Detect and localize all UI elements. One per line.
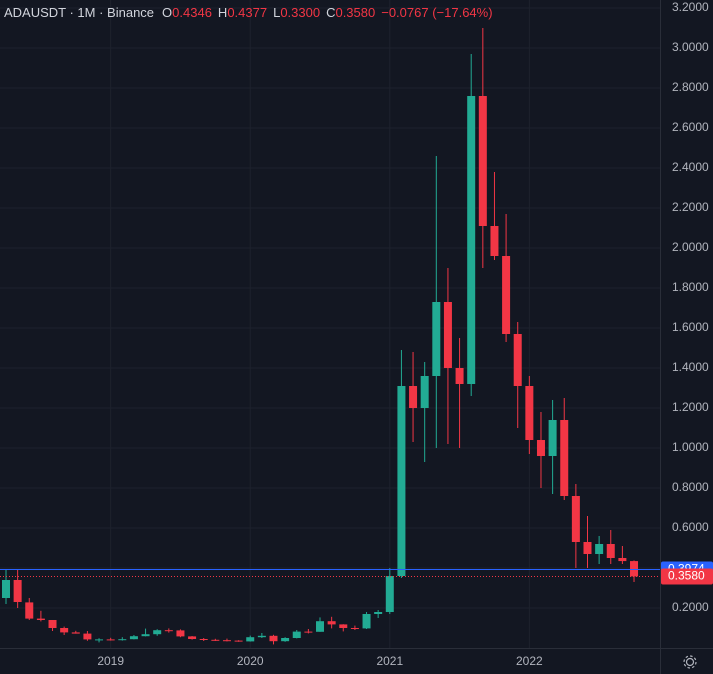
y-tick-label: 2.0000: [672, 240, 709, 254]
ohlc-value: 0.3300: [280, 5, 320, 20]
candle-body: [606, 544, 615, 558]
y-tick-label: 2.8000: [672, 80, 709, 94]
candle-body: [106, 639, 115, 641]
candle-body: [71, 632, 80, 634]
y-tick-label: 1.4000: [672, 360, 709, 374]
candle-body: [304, 631, 313, 633]
y-tick-label: 0.2000: [672, 600, 709, 614]
candle-body: [350, 628, 359, 629]
candle-body: [211, 639, 220, 641]
change: −0.0767 (−17.64%): [381, 5, 492, 20]
candle-body: [118, 639, 127, 641]
candle-body: [583, 542, 592, 554]
x-tick-label: 2020: [237, 654, 264, 668]
y-tick-label: 2.6000: [672, 120, 709, 134]
symbol: ADAUSDT · 1M · Binance: [4, 5, 154, 20]
ohlc-label: C: [326, 5, 335, 20]
candle-body: [164, 630, 173, 632]
candle-body: [630, 561, 639, 577]
candle-body: [455, 368, 464, 384]
candle-body: [397, 386, 406, 576]
y-tick-label: 1.6000: [672, 320, 709, 334]
candle-body: [432, 302, 441, 376]
ohlc-label: H: [218, 5, 227, 20]
candle-body: [176, 630, 185, 637]
y-tick-label: 1.8000: [672, 280, 709, 294]
y-tick-label: 0.6000: [672, 520, 709, 534]
header: ADAUSDT · 1M · Binance O0.4346 H0.4377 L0.3…: [4, 5, 493, 20]
candle-body: [525, 386, 534, 440]
ohlc-value: 0.4377: [227, 5, 267, 20]
candle-body: [478, 96, 487, 226]
candle-body: [327, 621, 336, 625]
candle-body: [374, 612, 383, 614]
ohlc-label: L: [273, 5, 280, 20]
candle-body: [385, 576, 394, 612]
price-tag-label: 0.3580: [668, 569, 705, 583]
ohlc-label: O: [162, 5, 172, 20]
x-tick-label: 2022: [516, 654, 543, 668]
candle-body: [129, 636, 138, 640]
candle-body: [199, 639, 208, 640]
y-tick-label: 3.2000: [672, 0, 709, 14]
ohlc-value: 0.4346: [172, 5, 212, 20]
candle-body: [281, 638, 290, 642]
y-tick-label: 2.2000: [672, 200, 709, 214]
price-tag: [661, 568, 713, 585]
candle-body: [443, 302, 452, 368]
candle-body: [409, 386, 418, 408]
candle-body: [595, 544, 604, 554]
x-tick-label: 2021: [376, 654, 403, 668]
candle-body: [2, 580, 10, 598]
candle-body: [141, 634, 150, 637]
candle-body: [571, 496, 580, 542]
candle-body: [362, 614, 371, 629]
candle-body: [502, 256, 511, 334]
candle-body: [25, 602, 34, 619]
x-tick-label: 2019: [97, 654, 124, 668]
y-tick-label: 0.8000: [672, 480, 709, 494]
y-tick-label: 3.0000: [672, 40, 709, 54]
candle-body: [536, 440, 545, 456]
candle-body: [257, 635, 266, 638]
y-tick-label: 1.2000: [672, 400, 709, 414]
candle-body: [246, 637, 255, 642]
candle-body: [153, 630, 162, 635]
y-tick-label: 2.4000: [672, 160, 709, 174]
candle-body: [490, 226, 499, 256]
candle-body: [513, 334, 522, 386]
candle-body: [48, 620, 57, 628]
candle-body: [548, 420, 557, 456]
ohlc-value: 0.3580: [335, 5, 375, 20]
candle-body: [339, 624, 348, 628]
candle-body: [269, 635, 278, 642]
candle-body: [234, 640, 243, 642]
candle-body: [222, 640, 231, 642]
candle-body: [83, 633, 92, 640]
candle-body: [188, 636, 197, 639]
candle-body: [95, 639, 104, 641]
candle-body: [467, 96, 476, 384]
y-tick-label: 1.0000: [672, 440, 709, 454]
candle-body: [13, 580, 22, 602]
candle-body: [420, 376, 429, 408]
settings-icon[interactable]: [683, 655, 697, 669]
candle-body: [60, 628, 69, 633]
candle-body: [618, 558, 627, 562]
candle-body: [560, 420, 569, 496]
candle-body: [36, 618, 45, 620]
candle-body: [292, 631, 301, 638]
candle-body: [316, 621, 325, 632]
